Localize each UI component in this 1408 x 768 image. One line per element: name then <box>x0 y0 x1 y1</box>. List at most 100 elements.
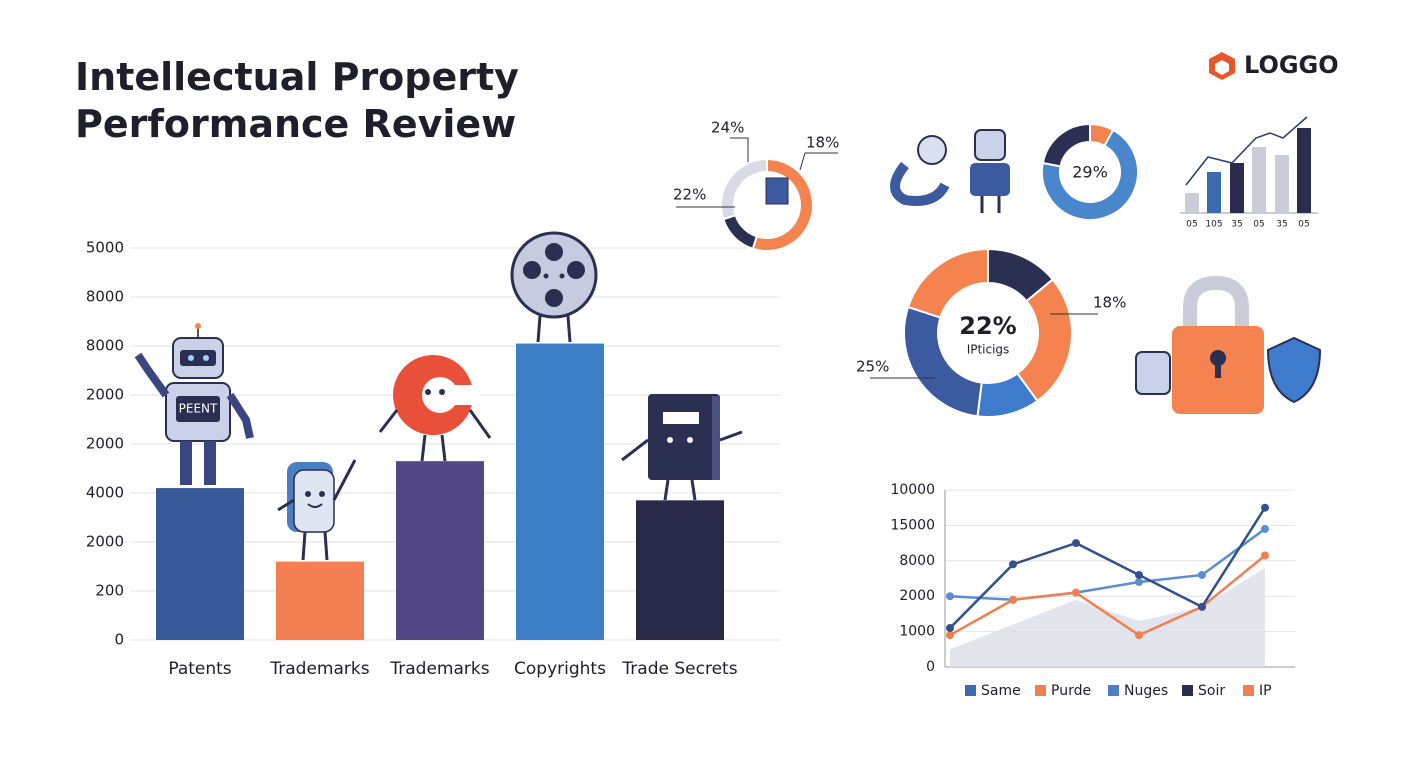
line <box>949 507 1267 629</box>
point <box>1009 595 1017 604</box>
point <box>1072 539 1080 548</box>
point <box>1135 578 1143 587</box>
y-tick-label: 0 <box>114 631 124 649</box>
line <box>949 554 1266 637</box>
donut-segment <box>751 157 814 252</box>
bar <box>276 561 364 640</box>
y-tick-label: 1000 <box>899 624 935 640</box>
figure <box>277 459 357 561</box>
y-tick-label: 2000 <box>86 435 124 453</box>
mini-bar <box>1230 163 1244 213</box>
annotation: 25% <box>856 358 889 376</box>
area <box>950 567 1265 667</box>
x-tick-label: Trademarks <box>269 659 369 679</box>
legend-label: Soir <box>1198 683 1225 699</box>
mini-characters <box>890 129 1322 414</box>
y-tick-label: 15000 <box>890 517 935 533</box>
x-tick-label: Trade Secrets <box>621 659 737 679</box>
line <box>949 527 1266 601</box>
logo-text: LOGGO <box>1244 51 1339 79</box>
y-tick-label: 2000 <box>86 386 124 404</box>
mini-bar <box>1275 155 1289 213</box>
characters: PEENT <box>134 116 1322 561</box>
logo-icon-inner <box>1215 60 1229 75</box>
point <box>1198 570 1206 579</box>
donut-segment <box>720 157 768 221</box>
point <box>946 592 954 601</box>
trend-line <box>1185 116 1308 186</box>
donut-center: 29% <box>1072 163 1108 182</box>
y-tick-label: 8000 <box>86 288 124 306</box>
title-line: Intellectual Property <box>75 55 519 99</box>
y-tick-label: 5000 <box>86 239 124 257</box>
point <box>1009 560 1017 569</box>
legend-swatch <box>1108 685 1119 696</box>
point <box>1261 551 1269 560</box>
point <box>1072 588 1080 597</box>
annotation: 24% <box>711 119 744 137</box>
mini-tick-label: 35 <box>1276 220 1287 230</box>
robot-badge: PEENT <box>179 402 218 416</box>
y-tick-label: 2000 <box>899 588 935 604</box>
robot: PEENT <box>134 323 254 485</box>
mini-tick-label: 05 <box>1186 220 1197 230</box>
title-line: Performance Review <box>75 102 516 146</box>
annotation: 22% <box>673 186 706 204</box>
donut-segment <box>721 213 759 251</box>
leader <box>730 137 749 162</box>
y-tick-label: 2000 <box>86 533 124 551</box>
mini-bar <box>1297 128 1311 213</box>
bar <box>396 461 484 640</box>
donut-segment <box>906 247 989 319</box>
legend-swatch <box>965 685 976 696</box>
film-reel <box>510 231 598 343</box>
x-tick-label: Trademarks <box>389 659 489 679</box>
y-tick-label: 200 <box>95 582 124 600</box>
point <box>946 624 954 633</box>
legend-swatch <box>1035 685 1046 696</box>
point <box>1261 524 1269 533</box>
legend-swatch <box>1182 685 1193 696</box>
mini-bar <box>1207 172 1221 213</box>
donut-sublabel: IPticigs <box>967 343 1010 357</box>
legend-label: Nuges <box>1124 683 1168 699</box>
y-tick-label: 8000 <box>86 337 124 355</box>
donut-center: 22% <box>959 312 1016 340</box>
logo: LOGGO <box>1209 51 1339 80</box>
point <box>946 631 954 640</box>
donut-segment <box>1041 122 1091 168</box>
x-tick-label: Patents <box>168 659 231 679</box>
point <box>1261 503 1269 512</box>
c-character <box>378 355 492 462</box>
point <box>1135 570 1143 579</box>
leader <box>799 152 838 171</box>
donut-segment <box>1041 128 1139 221</box>
mini-tick-label: 05 <box>1298 220 1309 230</box>
point <box>1135 631 1143 640</box>
legend-label: Same <box>981 683 1021 699</box>
legend-swatch <box>1243 685 1254 696</box>
legend-label: IP <box>1259 683 1272 699</box>
y-tick-label: 4000 <box>86 484 124 502</box>
y-tick-label: 10000 <box>890 482 935 498</box>
mini-tick-label: 05 <box>1253 220 1264 230</box>
y-tick-label: 0 <box>926 659 935 675</box>
annotation: 18% <box>1093 294 1126 312</box>
bar <box>516 343 604 640</box>
book <box>621 394 743 501</box>
doc-icon <box>765 177 789 205</box>
y-tick-label: 8000 <box>899 553 935 569</box>
bar <box>636 500 724 640</box>
x-tick-label: Copyrights <box>514 659 606 679</box>
annotation: 18% <box>806 134 839 152</box>
mini-bar <box>1252 147 1266 213</box>
mini-bar <box>1185 193 1199 213</box>
legend-label: Purde <box>1051 683 1091 699</box>
mini-tick-label: 35 <box>1231 220 1242 230</box>
mini-tick-label: 105 <box>1205 220 1222 230</box>
point <box>1198 602 1206 611</box>
donut-segment <box>903 305 983 418</box>
bar <box>156 488 244 640</box>
